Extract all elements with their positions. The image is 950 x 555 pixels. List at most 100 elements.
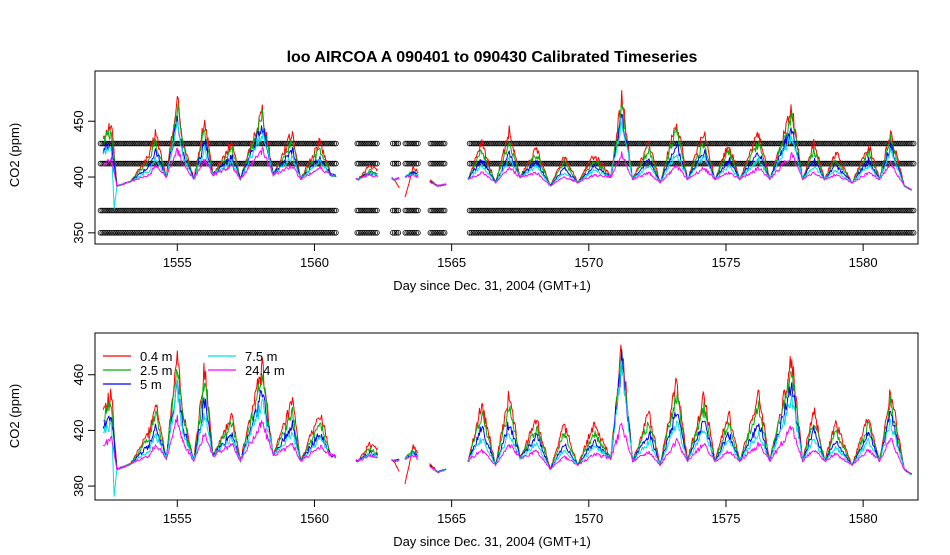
top-reference-marker xyxy=(329,230,336,236)
top-reference-marker xyxy=(752,207,758,214)
top-x-axis-label: Day since Dec. 31, 2004 (GMT+1) xyxy=(393,278,591,293)
top-reference-marker xyxy=(548,140,555,147)
top-reference-marker xyxy=(183,140,189,147)
top-reference-marker xyxy=(859,160,865,167)
top-reference-marker xyxy=(698,230,705,236)
top-reference-marker xyxy=(256,160,263,167)
top-reference-marker xyxy=(773,207,780,214)
top-reference-marker xyxy=(853,230,860,236)
top-reference-marker xyxy=(270,140,277,147)
top-reference-marker xyxy=(818,140,824,147)
top-reference-marker xyxy=(530,207,537,214)
top-reference-marker xyxy=(901,207,908,214)
top-reference-marker xyxy=(739,230,746,236)
top-reference-marker xyxy=(696,207,703,214)
top-reference-marker xyxy=(892,207,899,214)
top-reference-marker xyxy=(299,160,305,167)
top-reference-marker xyxy=(828,207,835,214)
top-reference-marker xyxy=(662,140,669,147)
top-reference-marker xyxy=(814,207,821,214)
top-reference-marker xyxy=(218,140,225,147)
top-reference-marker xyxy=(814,230,821,236)
top-reference-marker xyxy=(662,207,669,214)
top-reference-marker xyxy=(306,230,312,236)
top-reference-marker xyxy=(561,140,567,147)
top-reference-marker xyxy=(222,140,229,147)
top-reference-marker xyxy=(846,160,853,167)
top-reference-marker xyxy=(441,160,448,167)
legend-label: 2.5 m xyxy=(140,363,173,378)
top-reference-marker xyxy=(530,230,537,236)
top-reference-marker xyxy=(502,230,509,236)
top-reference-marker xyxy=(550,140,557,147)
top-reference-marker xyxy=(753,230,760,236)
top-reference-marker xyxy=(830,207,837,214)
top-reference-marker xyxy=(602,207,608,214)
top-reference-marker xyxy=(634,207,640,214)
top-reference-marker xyxy=(548,160,555,167)
top-reference-marker xyxy=(113,140,120,147)
top-reference-marker xyxy=(292,230,298,236)
top-reference-marker xyxy=(120,207,127,214)
top-reference-marker xyxy=(659,160,665,167)
top-reference-marker xyxy=(552,230,558,236)
top-reference-marker xyxy=(245,230,252,236)
top-reference-marker xyxy=(687,230,694,236)
top-reference-marker xyxy=(866,230,872,236)
top-reference-marker xyxy=(570,230,576,236)
top-reference-marker xyxy=(629,140,635,147)
top-reference-marker xyxy=(568,140,574,147)
top-reference-marker xyxy=(267,230,273,236)
top-reference-marker xyxy=(891,207,897,214)
top-reference-marker xyxy=(896,207,903,214)
top-reference-marker xyxy=(411,207,418,214)
top-reference-marker xyxy=(395,207,402,214)
top-reference-marker xyxy=(803,140,810,147)
top-reference-marker xyxy=(115,207,122,214)
top-reference-marker xyxy=(830,140,837,147)
top-reference-marker xyxy=(844,140,851,147)
top-reference-marker xyxy=(821,230,828,236)
top-reference-marker xyxy=(892,140,899,147)
top-reference-marker xyxy=(128,207,134,214)
top-reference-marker xyxy=(466,230,473,236)
top-reference-marker xyxy=(884,140,890,147)
top-reference-marker xyxy=(538,207,544,214)
top-reference-marker xyxy=(653,140,660,147)
top-reference-marker xyxy=(466,140,473,147)
top-reference-marker xyxy=(661,207,667,214)
top-reference-marker xyxy=(557,140,564,147)
top-reference-marker xyxy=(789,230,796,236)
top-reference-marker xyxy=(791,207,797,214)
top-reference-marker xyxy=(390,140,396,147)
top-reference-marker xyxy=(201,230,207,236)
top-reference-marker xyxy=(882,207,888,214)
top-reference-marker xyxy=(698,207,705,214)
top-reference-marker xyxy=(97,207,104,214)
top-reference-marker xyxy=(104,207,111,214)
top-reference-marker xyxy=(402,160,409,167)
top-reference-marker xyxy=(839,207,846,214)
top-reference-marker xyxy=(762,207,769,214)
top-reference-marker xyxy=(800,230,806,236)
top-reference-marker xyxy=(839,230,846,236)
top-reference-marker xyxy=(286,207,293,214)
top-reference-marker xyxy=(589,140,596,147)
top-reference-marker xyxy=(188,140,195,147)
top-reference-marker xyxy=(589,230,596,236)
top-reference-marker xyxy=(719,140,726,147)
top-reference-marker xyxy=(595,207,601,214)
top-reference-marker xyxy=(309,207,316,214)
top-reference-marker xyxy=(664,207,671,214)
top-reference-marker xyxy=(224,207,230,214)
top-reference-marker xyxy=(871,207,878,214)
top-reference-marker xyxy=(236,230,243,236)
top-reference-marker xyxy=(641,207,648,214)
top-reference-marker xyxy=(809,207,815,214)
top-reference-marker xyxy=(573,160,580,167)
top-reference-marker xyxy=(826,230,833,236)
top-reference-marker xyxy=(477,230,484,236)
top-reference-marker xyxy=(240,140,246,147)
top-reference-marker xyxy=(356,140,362,147)
top-reference-marker xyxy=(552,207,558,214)
